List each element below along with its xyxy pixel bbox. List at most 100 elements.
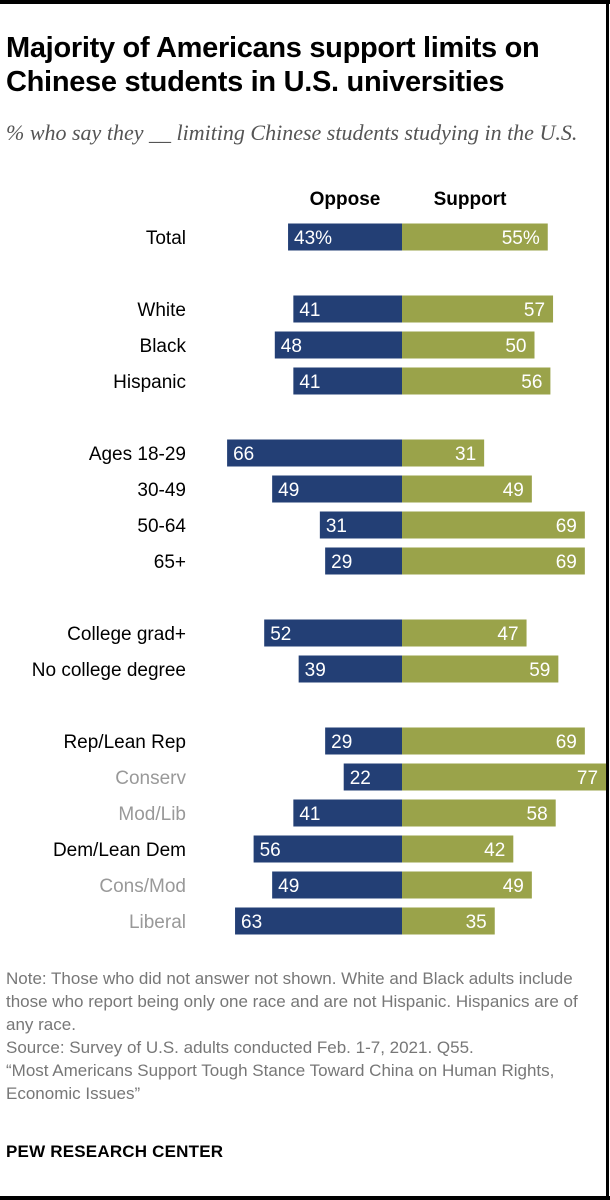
legend-support: Support	[434, 189, 507, 210]
bar-support	[402, 763, 607, 791]
bar-support	[402, 295, 554, 323]
data-label-support: 49	[503, 480, 524, 501]
data-label-oppose: 43%	[294, 228, 332, 249]
category-label: White	[137, 300, 186, 321]
data-label-oppose: 41	[299, 804, 320, 825]
data-label-oppose: 52	[270, 624, 291, 645]
bar-row: 50-64 31 69	[137, 511, 585, 539]
bar-support	[402, 475, 532, 503]
bar-oppose	[253, 835, 402, 863]
data-label-oppose: 31	[326, 516, 347, 537]
bar-rows: Total 43% 55% White 41 57 Black 48 50 Hispanic 41 5…	[32, 223, 607, 935]
bar-support	[402, 439, 485, 467]
bar-row: Black 48 50	[140, 331, 535, 359]
data-label-oppose: 22	[350, 768, 371, 789]
category-label: Ages 18-29	[89, 444, 186, 465]
bar-row: White 41 57	[137, 295, 554, 323]
bar-support	[402, 727, 585, 755]
data-label-oppose: 63	[241, 912, 262, 933]
data-label-support: 49	[503, 876, 524, 897]
data-label-support: 57	[524, 300, 545, 321]
brand-logo-text: PEW RESEARCH CENTER	[6, 1142, 224, 1161]
chart-title: Majority of Americans support limits on …	[6, 32, 540, 98]
category-label: College grad+	[67, 624, 186, 645]
bar-oppose	[343, 763, 402, 791]
data-label-oppose: 29	[331, 732, 352, 753]
data-label-support: 42	[484, 840, 505, 861]
bar-oppose	[325, 727, 402, 755]
bar-support	[402, 331, 535, 359]
bar-row: 65+ 29 69	[154, 547, 585, 575]
bar-row: Ages 18-29 66 31	[89, 439, 485, 467]
bar-support	[402, 655, 559, 683]
data-label-oppose: 48	[281, 336, 302, 357]
category-label: Conserv	[115, 768, 186, 789]
bar-row: Cons/Mod 49 49	[99, 871, 532, 899]
bar-oppose	[325, 547, 402, 575]
bar-oppose	[272, 871, 402, 899]
category-label: 30-49	[137, 480, 186, 501]
bar-oppose	[288, 223, 402, 251]
bar-oppose	[293, 295, 402, 323]
bar-support	[402, 223, 548, 251]
category-label: No college degree	[32, 660, 186, 681]
data-label-support: 47	[497, 624, 518, 645]
data-label-support: 31	[455, 444, 476, 465]
right-rule	[606, 0, 609, 1200]
data-label-support: 35	[466, 912, 487, 933]
bar-oppose	[264, 619, 402, 647]
category-label: Mod/Lib	[118, 804, 186, 825]
category-label: Rep/Lean Rep	[63, 732, 186, 753]
data-label-support: 55%	[502, 228, 540, 249]
data-label-oppose: 49	[278, 480, 299, 501]
bar-row: Total 43% 55%	[146, 223, 548, 251]
category-label: 50-64	[137, 516, 186, 537]
data-label-oppose: 41	[299, 372, 320, 393]
note-text: Note: Those who did not answer not shown…	[6, 969, 578, 1034]
bar-support	[402, 835, 514, 863]
bar-row: College grad+ 52 47	[67, 619, 527, 647]
bar-row: Conserv 22 77	[115, 763, 607, 791]
bar-row: 30-49 49 49	[137, 475, 532, 503]
category-label: Total	[146, 228, 186, 249]
bar-oppose	[319, 511, 402, 539]
category-label: Liberal	[129, 912, 186, 933]
bar-oppose	[293, 799, 402, 827]
bar-support	[402, 619, 527, 647]
data-label-support: 69	[556, 516, 577, 537]
chart-subtitle: % who say they __ limiting Chinese stude…	[6, 120, 578, 145]
bar-row: Hispanic 41 56	[113, 367, 551, 395]
bar-support	[402, 871, 532, 899]
report-title-text: “Most Americans Support Tough Stance Tow…	[6, 1061, 555, 1103]
data-label-support: 59	[529, 660, 550, 681]
category-label: Hispanic	[113, 372, 186, 393]
data-label-oppose: 49	[278, 876, 299, 897]
category-label: Cons/Mod	[99, 876, 186, 897]
bar-row: Dem/Lean Dem 56 42	[53, 835, 514, 863]
legend-oppose: Oppose	[310, 189, 381, 210]
category-label: Black	[140, 336, 187, 357]
bottom-rule	[0, 1196, 610, 1200]
data-label-oppose: 41	[299, 300, 320, 321]
data-label-oppose: 56	[260, 840, 281, 861]
bar-support	[402, 511, 585, 539]
notes-block: Note: Those who did not answer not shown…	[6, 967, 604, 1105]
source-text: Source: Survey of U.S. adults conducted …	[6, 1038, 474, 1057]
bar-oppose	[272, 475, 402, 503]
bar-row: Mod/Lib 41 58	[118, 799, 556, 827]
bar-oppose	[293, 367, 402, 395]
bar-support	[402, 547, 585, 575]
data-label-support: 56	[521, 372, 542, 393]
bar-oppose	[274, 331, 402, 359]
bar-row: No college degree 39 59	[32, 655, 559, 683]
bar-oppose	[227, 439, 402, 467]
bar-oppose	[298, 655, 402, 683]
bar-row: Liberal 63 35	[129, 907, 495, 935]
bar-support	[402, 799, 556, 827]
top-rule	[0, 0, 610, 4]
bar-row: Rep/Lean Rep 29 69	[63, 727, 585, 755]
data-label-oppose: 66	[233, 444, 254, 465]
data-label-support: 77	[577, 768, 598, 789]
data-label-support: 69	[556, 732, 577, 753]
bar-oppose	[235, 907, 402, 935]
